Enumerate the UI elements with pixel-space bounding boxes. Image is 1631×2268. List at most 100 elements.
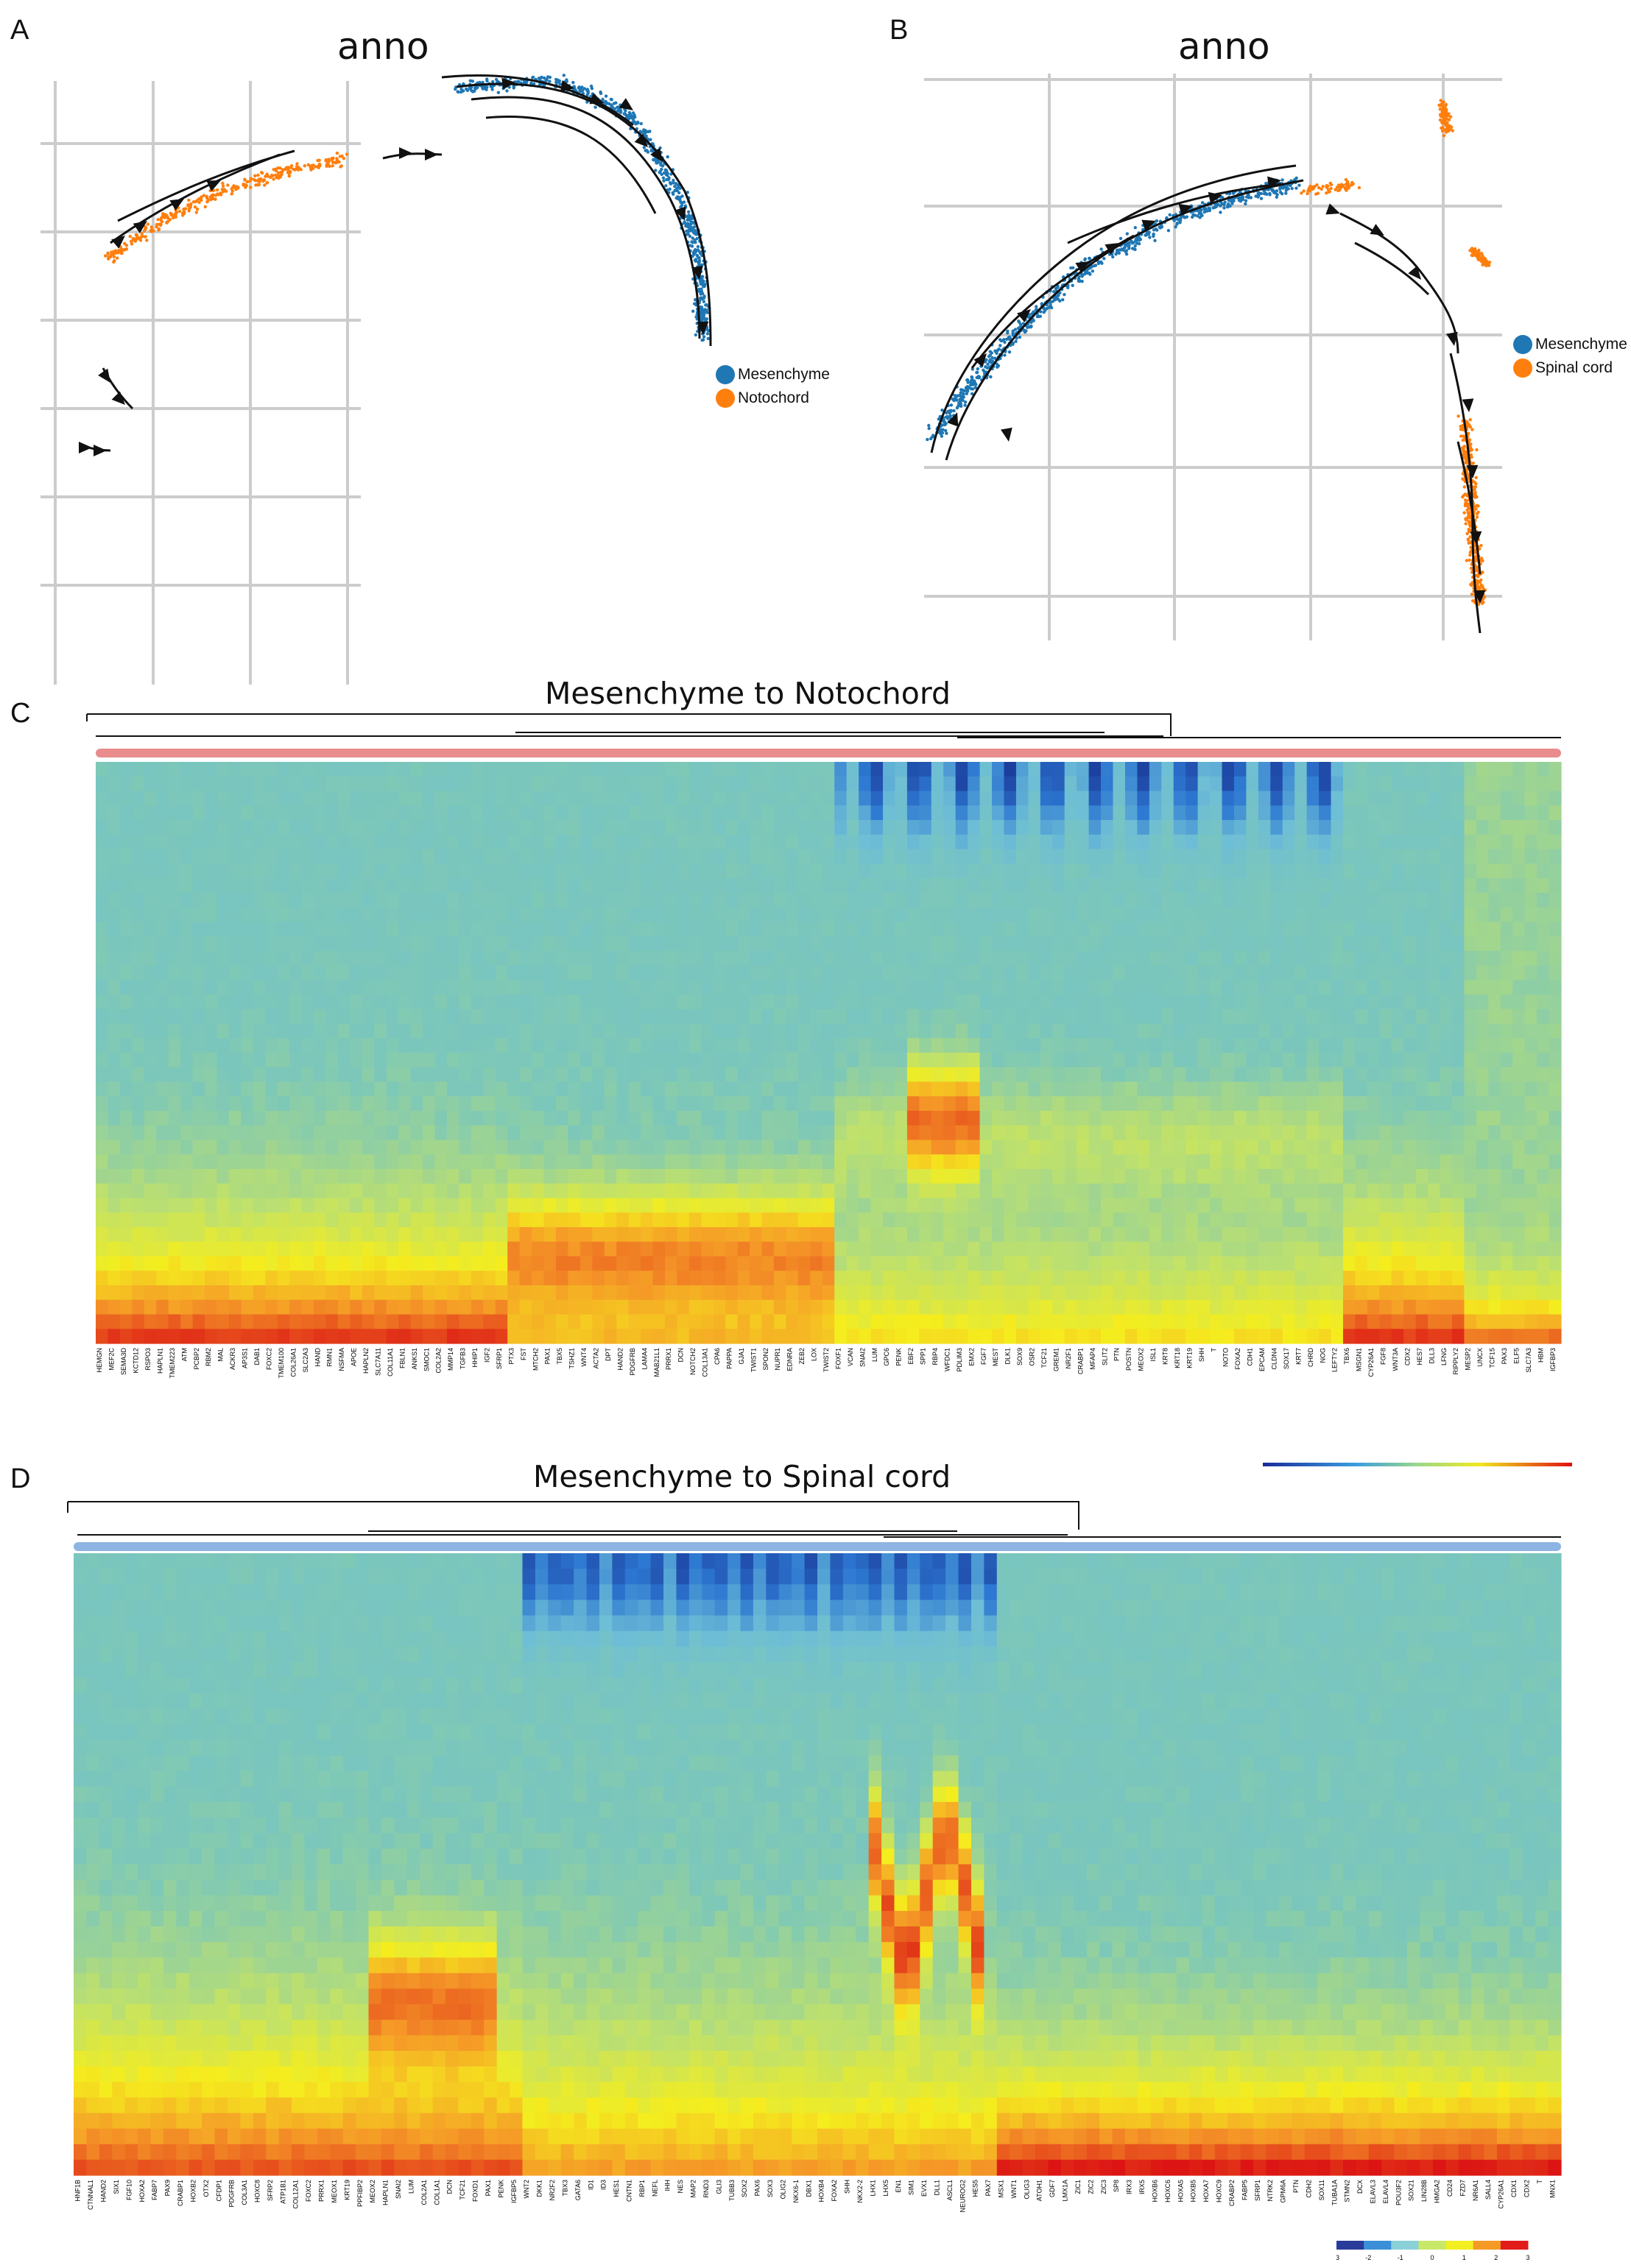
heatmap-cell [532,1038,545,1053]
heatmap-cell [555,892,569,908]
heatmap-cell [205,1140,218,1155]
heatmap-cell [664,922,678,937]
heatmap-cell [337,1096,350,1112]
heatmap-cell [108,820,121,836]
mesenchyme-point [1133,244,1137,248]
mesenchyme-point [1222,206,1226,210]
heatmap-cell [374,776,387,792]
velocity-arrowhead [650,147,663,162]
heatmap-cell [652,1111,666,1126]
notochord-point [145,239,149,242]
heatmap-cell [325,805,339,821]
heatmap-cell [216,922,230,937]
heatmap-cell [628,1285,641,1301]
heatmap-cell [555,791,569,806]
heatmap-cell [253,1183,266,1199]
spinal-cord-point [1487,264,1491,267]
heatmap-cell [108,1169,121,1184]
heatmap-cell [786,1256,799,1271]
heatmap-cell [434,1023,448,1039]
heatmap-column [532,762,545,1344]
spinal-cord-point [1343,187,1348,191]
heatmap-cell [314,849,327,864]
heatmap-cell [314,805,327,821]
heatmap-cell [434,762,448,777]
notochord-point [248,179,253,183]
heatmap-cell [519,1256,532,1271]
heatmap-cell [532,922,545,937]
heatmap-cell [616,1125,630,1141]
heatmap-cell [604,1081,617,1097]
heatmap-cell [180,950,194,967]
heatmap-cell [616,995,630,1010]
heatmap-cell [616,1008,630,1025]
heatmap-cell [350,1169,363,1184]
heatmap-cell [495,1125,508,1141]
heatmap-cell [725,1285,739,1301]
heatmap-cell [180,1299,194,1315]
heatmap-cell [168,1154,181,1170]
heatmap-cell [350,1023,363,1039]
heatmap-cell [119,1038,133,1053]
heatmap-cell [507,1038,521,1053]
mesenchyme-point [1264,182,1268,186]
mesenchyme-point [1259,197,1264,200]
heatmap-cell [580,1081,593,1097]
panel-letter-c: C [10,698,31,729]
mesenchyme-point [624,109,627,113]
heatmap-cell [507,791,521,806]
mesenchyme-point [662,179,666,183]
heatmap-cell [519,936,532,952]
heatmap-cell [241,1125,254,1141]
heatmap-cell [423,863,436,879]
notochord-point [271,174,275,177]
heatmap-cell [337,1285,350,1301]
mesenchyme-point [705,311,709,314]
heatmap-cell [786,1314,799,1329]
heatmap-cell [362,892,375,908]
heatmap-cell [459,965,472,981]
notochord-point [252,177,256,182]
heatmap-cell [459,820,472,836]
heatmap-cell [701,1067,714,1083]
mesenchyme-point [700,289,704,294]
heatmap-cell [773,776,787,792]
heatmap-cell [374,762,387,777]
heatmap-cell [664,936,678,952]
spinal-cord-point [1348,184,1351,188]
heatmap-cell [96,1299,109,1315]
heatmap-cell [180,1212,194,1228]
heatmap-cell [132,1329,145,1344]
notochord-point [177,209,182,213]
heatmap-cell [180,1241,194,1257]
heatmap-cell [507,1299,521,1315]
heatmap-cell [519,863,532,879]
heatmap-cell [398,1198,412,1213]
heatmap-cell [108,878,121,894]
heatmap-cell [797,1169,811,1184]
mesenchyme-point [1127,245,1131,249]
heatmap-cell [616,892,630,908]
notochord-point [256,183,259,187]
heatmap-cell [132,1053,145,1068]
spinal-cord-point [1470,593,1474,596]
heatmap-cell [423,936,436,952]
heatmap-column [108,762,121,1344]
heatmap-cell [180,936,194,952]
heatmap-cell [265,791,278,806]
heatmap-cell [423,1299,436,1315]
spinal-cord-point [1473,551,1478,554]
mesenchyme-point [1117,251,1121,255]
heatmap-cell [725,791,739,806]
heatmap-cell [628,1227,641,1243]
heatmap-cell [446,762,459,777]
mesenchyme-point [1220,196,1225,199]
notochord-point [309,164,313,168]
heatmap-cell [108,762,121,777]
heatmap-cell [180,1081,194,1097]
spinal-cord-point [1471,599,1475,603]
heatmap-cell [652,1256,666,1271]
heatmap-cell [604,1212,617,1228]
heatmap-cell [289,1067,303,1083]
heatmap-cell [483,1053,496,1068]
